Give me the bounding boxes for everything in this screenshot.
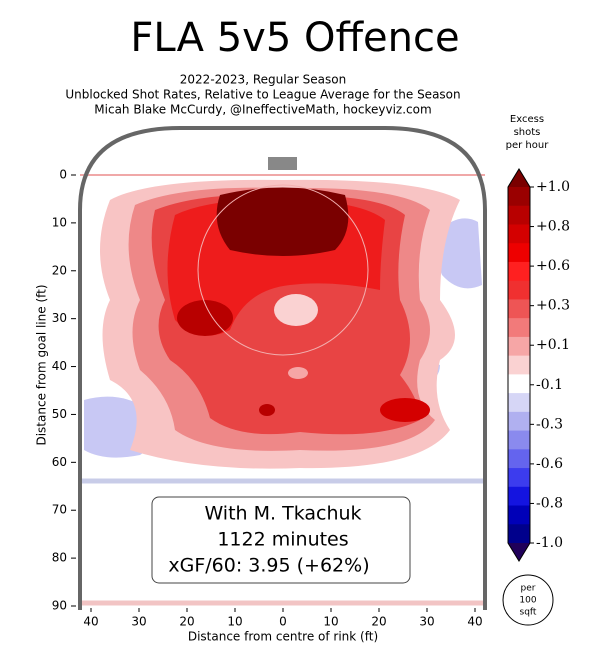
- faceoff-circle: [197, 184, 369, 356]
- colorbar-band: [508, 318, 530, 338]
- x-tick-label: 10: [227, 615, 242, 629]
- annotation: xGF/60: 3.95 (+62%): [168, 555, 369, 577]
- contour-region: [177, 300, 233, 336]
- area-note: 100: [519, 596, 536, 606]
- colorbar-title: Excess: [510, 114, 544, 125]
- subtitle: Unblocked Shot Rates, Relative to League…: [65, 88, 460, 102]
- area-note: sqft: [520, 608, 537, 618]
- y-tick-label: 30: [52, 311, 67, 325]
- contour-region: [288, 367, 308, 379]
- net: [268, 157, 297, 170]
- colorbar-band: [508, 468, 530, 488]
- y-tick-label: 10: [52, 215, 67, 229]
- boards: [78, 126, 487, 610]
- annotation: With M. Tkachuk: [204, 503, 361, 525]
- x-tick-label: 40: [467, 615, 482, 629]
- colorbar-band: [508, 486, 530, 507]
- x-axis-label: Distance from centre of rink (ft): [188, 630, 378, 644]
- x-tick-label: 30: [131, 615, 146, 629]
- y-tick-label: 90: [52, 599, 67, 613]
- y-tick-label: 50: [52, 407, 67, 421]
- y-tick-label: 60: [52, 455, 67, 469]
- colorbar-band: [508, 430, 530, 450]
- colorbar-tick-label: +0.1: [536, 337, 570, 353]
- colorbar-band: [508, 449, 530, 469]
- area-note-circle: [502, 574, 554, 626]
- colorbar-band: [508, 374, 530, 394]
- colorbar-band: [508, 336, 530, 357]
- colorbar-tick-label: -0.6: [536, 456, 563, 472]
- colorbar-title: shots: [514, 127, 541, 138]
- colorbar-band: [508, 543, 530, 561]
- contour-region: [380, 398, 430, 422]
- colorbar-band: [508, 299, 530, 319]
- colorbar-band: [508, 411, 530, 432]
- colorbar-tick-label: -0.8: [536, 495, 563, 511]
- annotation: 1122 minutes: [217, 529, 348, 551]
- contour-region: [216, 187, 349, 256]
- y-tick-label: 80: [52, 551, 67, 565]
- x-tick-label: 0: [279, 615, 287, 629]
- x-tick-label: 40: [83, 615, 98, 629]
- x-tick-label: 20: [179, 615, 194, 629]
- area-note: per: [521, 584, 536, 594]
- colorbar-tick-label: +0.6: [536, 258, 570, 274]
- colorbar-band: [508, 524, 530, 544]
- heatmap: [84, 179, 482, 469]
- colorbar-title: per hour: [506, 140, 550, 151]
- colorbar-tick-label: +0.3: [536, 298, 570, 314]
- colorbar-band: [508, 187, 530, 207]
- colorbar-tick-label: +1.0: [536, 179, 570, 195]
- chart-title: FLA 5v5 Offence: [130, 15, 459, 61]
- y-tick-label: 20: [52, 263, 67, 277]
- contour-region: [274, 294, 318, 326]
- colorbar-band: [508, 261, 530, 282]
- subtitle: 2022-2023, Regular Season: [180, 73, 346, 87]
- colorbar-band: [508, 205, 530, 225]
- colorbar-tick-label: -1.0: [536, 535, 563, 551]
- rink: [78, 126, 487, 610]
- colorbar-tick-label: -0.3: [536, 416, 563, 432]
- y-tick-label: 0: [59, 167, 67, 181]
- y-tick-label: 40: [52, 359, 67, 373]
- x-tick-label: 30: [419, 615, 434, 629]
- contour-region: [436, 218, 482, 289]
- x-tick-label: 10: [323, 615, 338, 629]
- colorbar-band: [508, 505, 530, 525]
- y-axis-label: Distance from goal line (ft): [35, 284, 49, 445]
- colorbar-band: [508, 280, 530, 300]
- annotation-box: [151, 496, 411, 584]
- subtitle: Micah Blake McCurdy, @IneffectiveMath, h…: [94, 103, 431, 117]
- colorbar-band: [508, 169, 530, 187]
- contour-region: [259, 404, 275, 416]
- colorbar-tick-label: -0.1: [536, 377, 563, 393]
- colorbar-band: [508, 224, 530, 244]
- x-tick-label: 20: [371, 615, 386, 629]
- colorbar-band: [508, 355, 530, 375]
- colorbar-tick-label: +0.8: [536, 219, 570, 235]
- colorbar-band: [508, 243, 530, 263]
- colorbar-band: [508, 393, 530, 413]
- y-tick-label: 70: [52, 503, 67, 517]
